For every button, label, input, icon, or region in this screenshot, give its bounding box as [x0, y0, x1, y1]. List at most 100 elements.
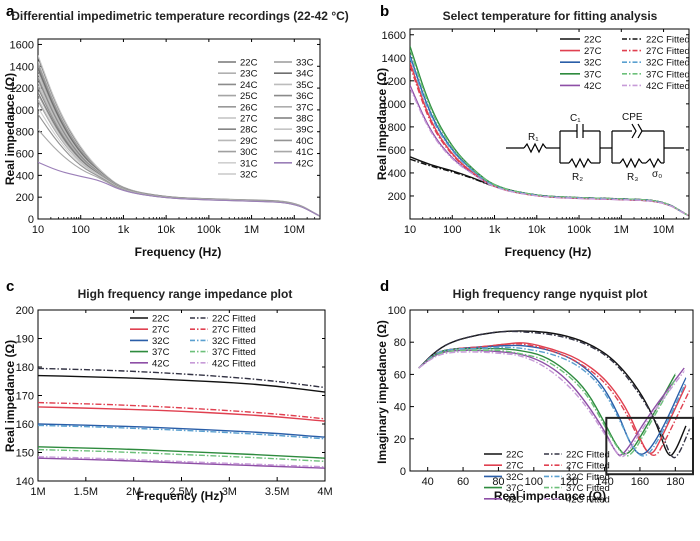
series-line-42c-fitted — [418, 351, 685, 458]
series-line-27c — [418, 342, 687, 454]
x-tick-label: 2.5M — [169, 486, 193, 498]
legend-label: 27C Fitted — [566, 461, 610, 472]
chart-title: High frequency range nyquist plot — [453, 287, 648, 301]
series-line-22c-fitted — [410, 158, 689, 217]
legend-label: 34C — [296, 69, 314, 80]
y-tick-label: 100 — [388, 305, 406, 317]
x-tick-label: 100 — [443, 224, 461, 236]
legend-label: 22C — [584, 35, 602, 46]
y-tick-label: 1400 — [10, 61, 34, 73]
equivalent-circuit — [506, 123, 684, 169]
chart-title: Select temperature for fitting analysis — [443, 9, 658, 23]
legend-label: 39C — [296, 125, 314, 136]
legend-label: 32C Fitted — [212, 336, 256, 347]
x-tick-label: 100 — [72, 224, 90, 236]
x-tick-label: 120 — [560, 476, 578, 488]
series-line-22c — [38, 57, 320, 217]
legend-label: 26C — [240, 102, 258, 113]
legend-label: 24C — [240, 80, 258, 91]
resistor-r2-symbol — [568, 157, 592, 169]
circuit-label: R₂ — [572, 172, 583, 183]
series-line-27c-fitted — [38, 401, 325, 420]
panel-letter: b — [380, 3, 389, 20]
series-line-42c-fitted — [410, 87, 689, 217]
y-tick-label: 60 — [394, 369, 406, 381]
legend-label: 27C Fitted — [212, 325, 256, 336]
legend-label: 37C — [152, 347, 170, 358]
series-line-27c-fitted — [418, 343, 691, 456]
legend-label: 27C Fitted — [646, 46, 690, 57]
y-tick-label: 160 — [16, 419, 34, 431]
legend-label: 22C Fitted — [566, 450, 610, 461]
y-tick-label: 190 — [16, 334, 34, 346]
legend-label: 42C Fitted — [566, 494, 610, 505]
series-line-32c-fitted — [38, 424, 325, 440]
series-line-25c — [38, 70, 320, 217]
legend-label: 27C — [506, 461, 524, 472]
legend-label: 27C — [584, 46, 602, 57]
x-tick-label: 1k — [489, 224, 501, 236]
series-line-27c — [38, 406, 325, 422]
legend-label: 31C — [240, 158, 258, 169]
legend-label: 25C — [240, 91, 258, 102]
legend-label: 32C — [506, 472, 524, 483]
plot-frame — [409, 309, 694, 472]
cpe-symbol — [631, 123, 637, 139]
resistor-r3-symbol — [619, 157, 643, 169]
chart-title: Differential impedimetric temperature re… — [11, 9, 349, 23]
y-tick-label: 20 — [394, 434, 406, 446]
x-tick-label: 1M — [614, 224, 629, 236]
x-tick-label: 1M — [30, 486, 45, 498]
y-axis-label: Imaginary impedance (Ω) — [375, 320, 389, 464]
x-tick-label: 160 — [631, 476, 649, 488]
series-line-32c — [38, 55, 320, 217]
legend-label: 37C — [506, 483, 524, 494]
y-axis-label: Real impedance (Ω) — [375, 68, 389, 180]
chart-panel-c: c High frequency range impedance plot1401… — [3, 278, 333, 503]
panel-letter: d — [380, 278, 389, 295]
x-axis-label: Frequency (Hz) — [137, 489, 224, 503]
legend-label: 22C — [506, 450, 524, 461]
y-tick-label: 800 — [16, 127, 34, 139]
series-line-42c — [38, 457, 325, 469]
x-tick-label: 10k — [157, 224, 175, 236]
series-group — [410, 46, 689, 217]
circuit-label: R₁ — [528, 132, 539, 143]
series-line-22c — [418, 330, 687, 457]
y-tick-label: 0 — [28, 214, 34, 226]
y-tick-label: 150 — [16, 448, 34, 460]
legend-label: 37C Fitted — [646, 69, 690, 80]
legend-label: 42C Fitted — [646, 81, 690, 92]
y-tick-label: 40 — [394, 402, 406, 414]
circuit-label: CPE — [622, 112, 643, 123]
series-line-37c-fitted — [418, 349, 676, 457]
x-tick-label: 2M — [126, 486, 141, 498]
y-tick-label: 80 — [394, 337, 406, 349]
series-line-42c — [38, 161, 320, 217]
x-tick-label: 10 — [32, 224, 44, 236]
legend-label: 32C Fitted — [566, 472, 610, 483]
x-axis-label: Frequency (Hz) — [505, 245, 592, 259]
panel-letter: a — [6, 3, 15, 20]
series-group — [418, 330, 691, 459]
legend-label: 27C — [152, 325, 170, 336]
y-tick-label: 200 — [16, 305, 34, 317]
y-tick-label: 1000 — [10, 105, 34, 117]
legend-label: 37C Fitted — [566, 483, 610, 494]
x-tick-label: 80 — [492, 476, 504, 488]
x-tick-label: 140 — [595, 476, 613, 488]
zoom-inset-box — [605, 416, 694, 476]
x-tick-label: 1M — [244, 224, 259, 236]
legend-label: 22C — [240, 58, 258, 69]
series-line-32c — [38, 423, 325, 438]
chart-panel-d: d High frequency range nyquist plot 0 20 40 6… — [375, 278, 694, 505]
x-axis-label: Frequency (Hz) — [135, 245, 222, 259]
legend-label: 42C Fitted — [212, 358, 256, 369]
series-line-22c — [410, 156, 689, 217]
legend-label: 37C — [584, 69, 602, 80]
legend-label: 41C — [296, 147, 314, 158]
